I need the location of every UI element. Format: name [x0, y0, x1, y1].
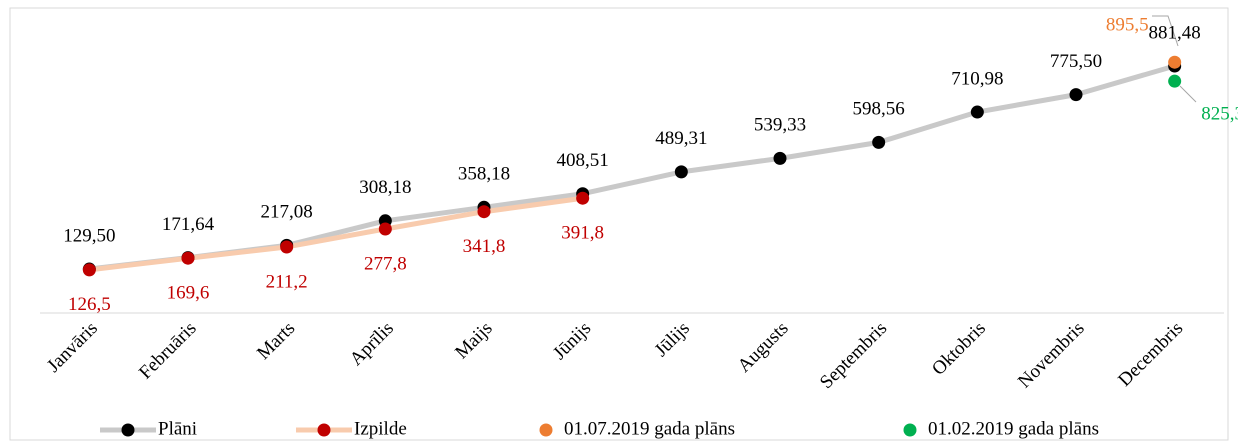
point — [674, 165, 688, 179]
data-label: 129,50 — [63, 225, 115, 246]
data-label: 539,33 — [754, 115, 806, 136]
data-label: 598,56 — [853, 99, 905, 120]
legend-marker — [539, 423, 553, 437]
data-label: 710,98 — [951, 68, 1003, 89]
data-label: 171,64 — [162, 214, 215, 235]
data-label: 341,8 — [463, 236, 506, 257]
data-label: 895,5 — [1106, 15, 1149, 36]
data-label: 217,08 — [261, 202, 313, 223]
legend-label: 01.02.2019 gada plāns — [928, 418, 1099, 439]
point — [1069, 88, 1083, 102]
data-label: 277,8 — [364, 253, 407, 274]
point — [970, 105, 984, 119]
legend-marker — [121, 423, 135, 437]
legend-label: 01.07.2019 gada plāns — [564, 418, 735, 439]
point — [82, 263, 96, 277]
point — [477, 205, 491, 219]
point — [181, 251, 195, 265]
data-label: 169,6 — [167, 283, 210, 304]
data-label: 825,3 — [1201, 104, 1238, 125]
point — [280, 240, 294, 254]
data-label: 408,51 — [557, 150, 609, 171]
leader-line — [1152, 15, 1179, 47]
data-label: 211,2 — [266, 271, 308, 292]
data-label: 391,8 — [561, 223, 604, 244]
data-label: 358,18 — [458, 164, 510, 185]
leader-line — [1179, 85, 1197, 103]
point — [872, 135, 886, 149]
data-label: 489,31 — [655, 128, 707, 149]
data-label: 308,18 — [359, 177, 411, 198]
point — [1168, 74, 1182, 88]
legend-label: Izpilde — [354, 418, 407, 439]
data-label: 126,5 — [68, 294, 111, 315]
point — [576, 191, 590, 205]
point — [1168, 55, 1182, 69]
series-line — [89, 195, 584, 273]
point — [773, 151, 787, 165]
point — [378, 222, 392, 236]
data-label: 881,48 — [1149, 22, 1201, 43]
legend-marker — [903, 423, 917, 437]
legend-marker — [317, 423, 331, 437]
legend-label: Plāni — [158, 418, 197, 439]
chart-frame — [9, 7, 1229, 441]
data-label: 775,50 — [1050, 51, 1102, 72]
